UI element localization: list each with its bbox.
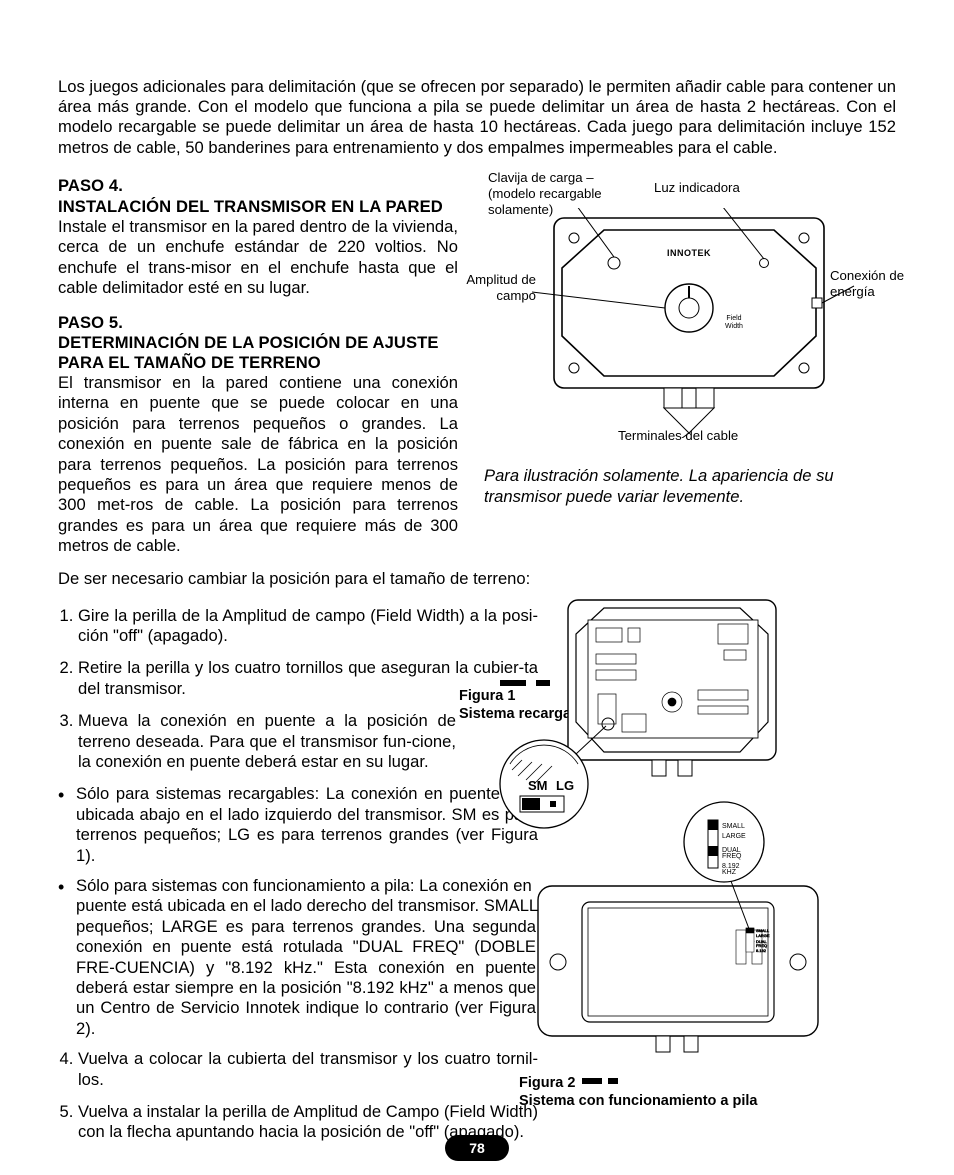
transmitter-diagram: INNOTEK Field Width [524, 208, 864, 438]
change-line: De ser necesario cambiar la posición par… [58, 569, 896, 589]
svg-text:8.192: 8.192 [756, 948, 767, 953]
step-1: Gire la perilla de la Amplitud de campo … [78, 606, 538, 647]
svg-text:FREQ: FREQ [722, 853, 742, 860]
paso5-body: El transmisor en la pared contiene una c… [58, 373, 458, 557]
paso4-title-a: PASO 4. [58, 176, 458, 196]
svg-text:LARGE: LARGE [722, 833, 746, 840]
fig2-a: Figura 2 [519, 1075, 575, 1091]
pcb-diagram-1: SM LG SMALL LARGE [498, 594, 898, 1074]
paso4-body: Instale el transmisor en la pared dentro… [58, 217, 458, 299]
paso5-title-a: PASO 5. [58, 313, 458, 333]
svg-text:Width: Width [725, 323, 743, 330]
paso4-title-b: INSTALACIÓN DEL TRANSMISOR EN LA PARED [58, 197, 458, 217]
intro-paragraph: Los juegos adicionales para delimitación… [58, 77, 896, 159]
fig2-marker-icon [582, 1076, 622, 1086]
svg-text:SMALL: SMALL [722, 823, 745, 830]
paso5-title-b: DETERMINACIÓN DE LA POSICIÓN DE AJUSTE P… [58, 333, 458, 373]
sub-rechargeable: Sólo para sistemas recargables: La conex… [58, 784, 538, 866]
step-3: Mueva la conexión en puente a la posició… [78, 711, 456, 772]
illustration-note: Para ilustración solamente. La aparienci… [484, 466, 854, 507]
svg-text:LARGE: LARGE [756, 933, 770, 938]
svg-text:KHZ: KHZ [722, 869, 737, 876]
fig2-b: Sistema con funcionamiento a pila [519, 1093, 758, 1109]
step-4: Vuelva a colocar la cubierta del transmi… [78, 1049, 538, 1090]
svg-text:Field: Field [726, 315, 741, 322]
page-number-badge: 78 [445, 1135, 509, 1161]
callout-luz: Luz indicadora [654, 180, 740, 196]
svg-text:INNOTEK: INNOTEK [667, 248, 711, 258]
svg-text:SM: SM [528, 778, 548, 793]
svg-text:LG: LG [556, 778, 574, 793]
